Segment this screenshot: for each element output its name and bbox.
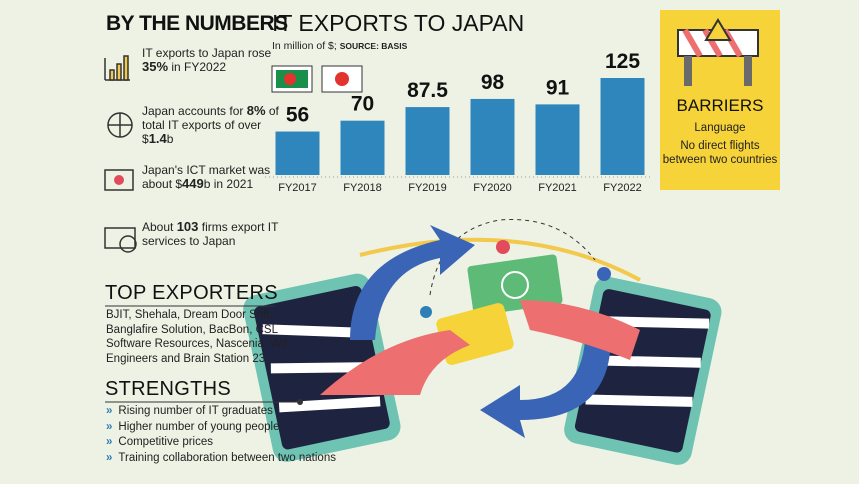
x-tick-label: FY2022 bbox=[603, 182, 642, 194]
fact-text: Japan's ICT market was about $ bbox=[142, 163, 271, 191]
right-hand bbox=[520, 300, 640, 360]
value-label: 98 bbox=[481, 71, 505, 94]
arrow-down bbox=[480, 320, 611, 438]
x-tick-label: FY2018 bbox=[343, 182, 382, 194]
chart-subtitle: In million of $; SOURCE: BASIS bbox=[272, 40, 407, 52]
barrier: No direct flights between two countries bbox=[662, 140, 778, 166]
strengths-list: Rising number of IT graduatesHigher numb… bbox=[106, 404, 336, 466]
fact-highlight: 35% bbox=[142, 59, 169, 74]
chart: 56 FY2017 70 FY2018 87.5 FY2019 98 FY2020 91 FY20… bbox=[265, 50, 650, 194]
section-title: TOP EXPORTERS bbox=[105, 282, 278, 304]
x-tick-label: FY2020 bbox=[473, 182, 512, 194]
fact-highlight: 8% bbox=[246, 103, 266, 118]
icons bbox=[104, 55, 137, 253]
left-hand bbox=[320, 330, 470, 395]
fact: Japan accounts for 8% of total IT export… bbox=[142, 103, 282, 147]
strength: Rising number of IT graduates bbox=[106, 404, 336, 420]
fact-text: Japan accounts for bbox=[142, 104, 247, 118]
bar bbox=[600, 78, 645, 175]
x-tick-label: FY2021 bbox=[538, 182, 577, 194]
fact-text: IT exports to Japan rose bbox=[142, 46, 272, 60]
value-label: 125 bbox=[605, 50, 640, 73]
fact-text: of total IT exports of over $ bbox=[142, 104, 279, 146]
bar bbox=[340, 120, 385, 175]
flag-jp-disc bbox=[335, 72, 349, 86]
fact: Japan's ICT market was about $449b in 20… bbox=[142, 163, 282, 191]
pin bbox=[496, 240, 510, 254]
value-label: 87.5 bbox=[407, 79, 448, 102]
bar bbox=[470, 98, 515, 175]
fact-text: About bbox=[142, 220, 177, 234]
barrier-icon bbox=[677, 18, 759, 86]
money-circle bbox=[501, 271, 529, 299]
pin bbox=[420, 306, 432, 318]
flag-bd-disc bbox=[284, 73, 296, 85]
fact: IT exports to Japan rose 35% in FY2022 bbox=[142, 46, 282, 74]
fact-text: firms export IT services to Japan bbox=[142, 220, 279, 248]
exporters-text: BJIT, Shehala, Dream Door Soft, Banglafi… bbox=[106, 309, 288, 365]
bar bbox=[405, 107, 450, 175]
bar bbox=[535, 104, 580, 175]
arrow-up bbox=[350, 225, 475, 340]
fact-highlight: 1.4 bbox=[148, 131, 167, 146]
strength: Higher number of young people bbox=[106, 420, 336, 436]
value-label: 70 bbox=[351, 93, 374, 116]
fact-text: b bbox=[166, 132, 174, 146]
value-label: 91 bbox=[546, 76, 570, 99]
barriers-title: BARRIERS bbox=[676, 96, 764, 115]
fact-highlight: 449 bbox=[182, 176, 204, 191]
x-tick-label: FY2017 bbox=[278, 182, 317, 194]
barrier: Language bbox=[694, 122, 746, 134]
fact: About 103 firms export IT services to Ja… bbox=[142, 219, 282, 249]
chart-title: IT EXPORTS TO JAPAN bbox=[272, 10, 525, 36]
money bbox=[467, 254, 563, 316]
fact-text: b in 2021 bbox=[203, 177, 254, 191]
pin bbox=[597, 267, 611, 281]
arc bbox=[359, 237, 641, 282]
barriers-list: Language No direct flights between two co… bbox=[662, 121, 778, 171]
source: SOURCE: BASIS bbox=[339, 41, 408, 51]
bar bbox=[275, 131, 320, 175]
fact-highlight: 103 bbox=[176, 219, 199, 234]
fact-text: in FY2022 bbox=[168, 60, 227, 74]
strength: Training collaboration between two natio… bbox=[106, 451, 336, 467]
subtitle: In million of $; bbox=[272, 40, 337, 52]
section-title: BY THE NUMBERS bbox=[106, 12, 288, 35]
x-tick-label: FY2019 bbox=[408, 182, 447, 194]
value-label: 56 bbox=[286, 104, 309, 127]
strength: Competitive prices bbox=[106, 435, 336, 451]
section-title: STRENGTHS bbox=[105, 378, 232, 400]
